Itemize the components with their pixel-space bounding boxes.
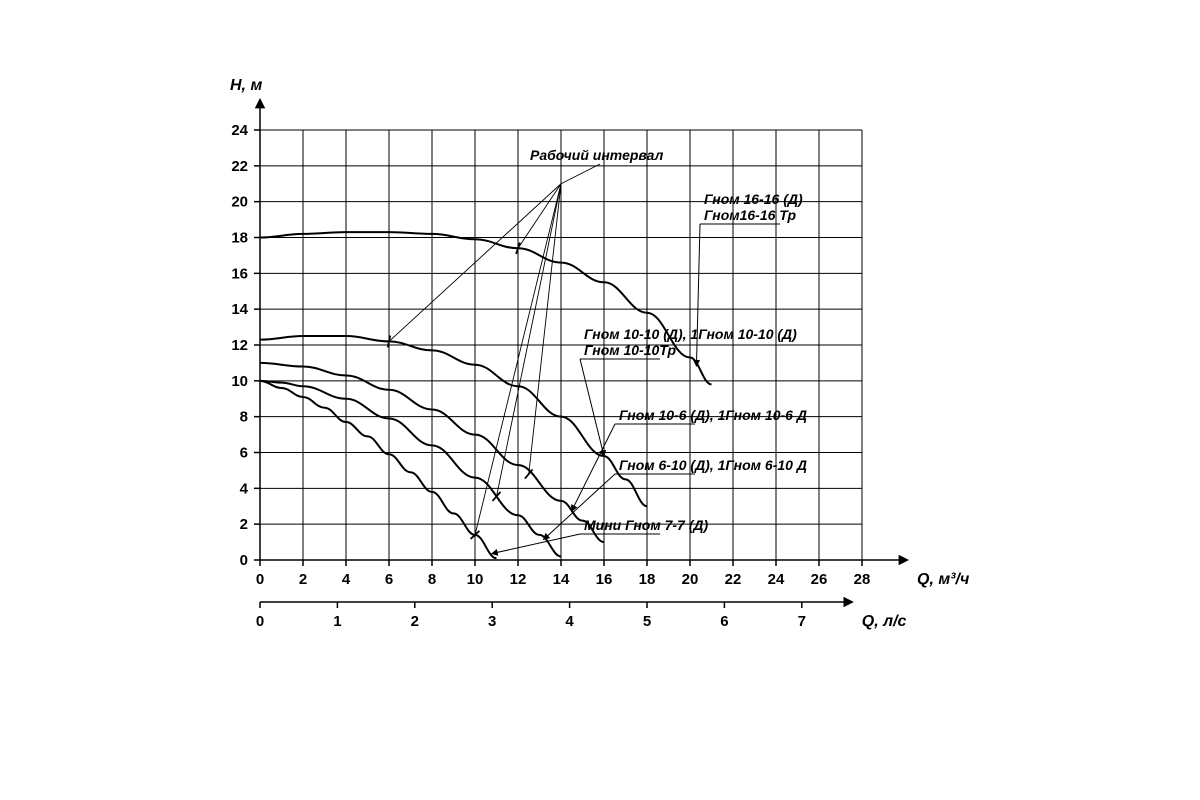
x2-tick-label: 6 [720, 613, 728, 630]
x1-tick-label: 18 [639, 571, 656, 588]
curve-label-leader [572, 424, 615, 511]
x2-tick-label: 0 [256, 613, 264, 630]
y-tick-label: 18 [231, 230, 248, 247]
y-tick-label: 24 [231, 122, 248, 139]
x1-tick-label: 10 [467, 571, 484, 588]
x2-tick-label: 2 [411, 613, 419, 630]
curve-gnom-6-10 [260, 381, 561, 557]
curve-label-gnom-16-16: Гном 16-16 (Д) [704, 191, 803, 207]
x1-tick-label: 20 [682, 571, 699, 588]
curve-label-mini-gnom-7-7: Мини Гном 7-7 (Д) [584, 517, 709, 533]
curve-label-gnom-10-10: Гном 10-10Тр [584, 342, 677, 358]
curve-label-gnom-16-16: Гном16-16 Тр [704, 207, 797, 223]
interval-leader [497, 184, 562, 497]
x2-tick-label: 3 [488, 613, 496, 630]
curve-label-gnom-6-10: Гном 6-10 (Д), 1Гном 6-10 Д [619, 457, 807, 473]
curve-label-leader [580, 359, 604, 456]
x2-tick-label: 5 [643, 613, 651, 630]
x1-tick-label: 6 [385, 571, 393, 588]
y-tick-label: 16 [231, 265, 248, 282]
curve-label-gnom-10-10: Гном 10-10 (Д), 1Гном 10-10 (Д) [584, 326, 797, 342]
x2-tick-label: 4 [565, 613, 574, 630]
y-tick-label: 0 [240, 552, 248, 569]
y-tick-label: 4 [240, 480, 249, 497]
curve-label-leader [492, 534, 580, 554]
curve-gnom-16-16 [260, 232, 712, 384]
x1-tick-label: 22 [725, 571, 742, 588]
y-tick-label: 10 [231, 373, 248, 390]
y-axis-label: H, м [230, 77, 262, 94]
y-tick-label: 6 [240, 445, 248, 462]
x1-tick-label: 4 [342, 571, 351, 588]
curve-label-leader [696, 224, 700, 366]
pump-performance-chart: 024681012141618202224H, м024681012141618… [0, 0, 1200, 800]
x1-tick-label: 0 [256, 571, 264, 588]
y-tick-label: 22 [231, 158, 248, 175]
x1-tick-label: 28 [854, 571, 871, 588]
x-axis-primary-label: Q, м³/ч [917, 571, 969, 588]
x1-tick-label: 14 [553, 571, 570, 588]
y-tick-label: 14 [231, 301, 248, 318]
interval-tick [388, 336, 390, 348]
curve-label-gnom-10-6: Гном 10-6 (Д), 1Гном 10-6 Д [619, 407, 807, 423]
x2-tick-label: 1 [333, 613, 341, 630]
x-axis-secondary-label: Q, л/с [862, 613, 907, 630]
y-tick-label: 8 [240, 409, 248, 426]
x1-tick-label: 8 [428, 571, 436, 588]
interval-label: Рабочий интервал [530, 147, 664, 163]
y-tick-label: 12 [231, 337, 248, 354]
x2-tick-label: 7 [798, 613, 806, 630]
x1-tick-label: 12 [510, 571, 527, 588]
x1-tick-label: 24 [768, 571, 785, 588]
x1-tick-label: 26 [811, 571, 828, 588]
x1-tick-label: 2 [299, 571, 307, 588]
x1-tick-label: 16 [596, 571, 613, 588]
interval-leader [529, 184, 561, 474]
y-tick-label: 20 [231, 194, 248, 211]
y-tick-label: 2 [240, 516, 248, 533]
